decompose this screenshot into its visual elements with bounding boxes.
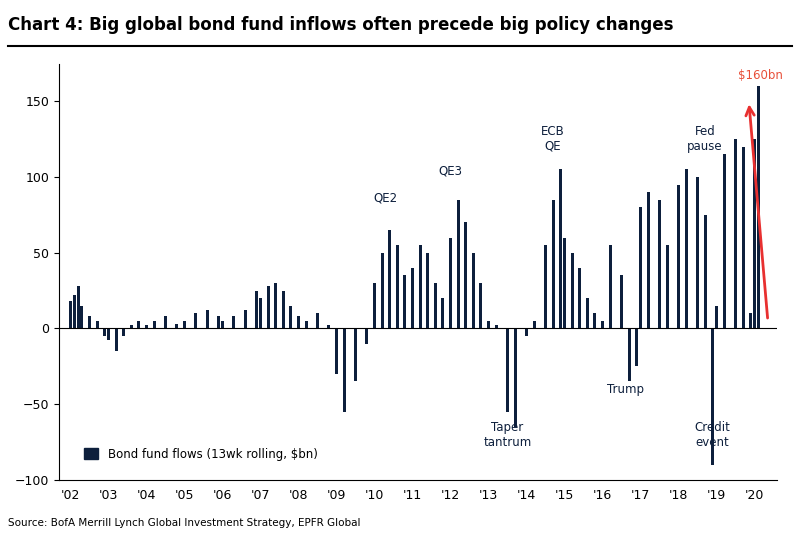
Bar [305,321,308,328]
Bar [750,313,752,328]
Bar [145,326,148,328]
Bar [646,192,650,328]
Text: Trump: Trump [607,383,644,397]
Bar [722,154,726,328]
Text: Chart 4: Big global bond fund inflows often precede big policy changes: Chart 4: Big global bond fund inflows of… [8,16,674,34]
Bar [586,298,589,328]
Bar [335,328,338,374]
Bar [244,310,247,328]
Bar [734,139,737,328]
Bar [696,177,699,328]
Text: QE2: QE2 [374,191,398,204]
Bar [464,223,467,328]
Bar [153,321,156,328]
Bar [711,328,714,465]
Bar [122,328,126,336]
Bar [563,238,566,328]
Bar [164,316,167,328]
Text: $160bn: $160bn [738,68,782,82]
Bar [221,321,224,328]
Bar [366,328,369,343]
Bar [175,324,178,328]
Bar [290,306,293,328]
Bar [525,328,528,336]
Bar [373,283,376,328]
Bar [73,295,76,328]
Bar [635,328,638,366]
Legend: Bond fund flows (13wk rolling, $bn): Bond fund flows (13wk rolling, $bn) [79,443,322,466]
Text: ECB
QE: ECB QE [542,125,565,153]
Bar [666,245,669,328]
Bar [217,316,220,328]
Bar [342,328,346,412]
Bar [255,291,258,328]
Bar [107,328,110,341]
Bar [487,321,490,328]
Text: Fed
pause: Fed pause [687,125,723,153]
Bar [627,328,630,381]
Bar [434,283,437,328]
Bar [620,275,623,328]
Bar [418,245,422,328]
Bar [206,310,209,328]
Bar [266,286,270,328]
Bar [354,328,357,381]
Bar [95,321,98,328]
Bar [77,286,80,328]
Bar [282,291,285,328]
Bar [609,245,612,328]
Bar [715,306,718,328]
Bar [544,245,547,328]
Bar [80,306,83,328]
Text: Source: BofA Merrill Lynch Global Investment Strategy, EPFR Global: Source: BofA Merrill Lynch Global Invest… [8,518,361,528]
Bar [327,326,330,328]
Bar [449,238,452,328]
Text: Credit
event: Credit event [694,421,730,450]
Bar [396,245,399,328]
Bar [753,139,756,328]
Bar [601,321,604,328]
Bar [757,86,760,328]
Bar [742,147,745,328]
Bar [685,169,688,328]
Bar [594,313,597,328]
Bar [570,253,574,328]
Bar [130,326,133,328]
Bar [103,328,106,336]
Bar [551,200,554,328]
Bar [381,253,384,328]
Bar [316,313,319,328]
Bar [114,328,118,351]
Bar [388,230,391,328]
Bar [514,328,517,427]
Bar [472,253,475,328]
Bar [494,326,498,328]
Bar [442,298,445,328]
Bar [411,268,414,328]
Text: QE3: QE3 [438,164,462,177]
Bar [183,321,186,328]
Bar [259,298,262,328]
Bar [274,283,278,328]
Bar [479,283,482,328]
Bar [138,321,141,328]
Bar [578,268,582,328]
Bar [559,169,562,328]
Bar [297,316,300,328]
Bar [426,253,430,328]
Bar [677,184,680,328]
Bar [533,321,536,328]
Bar [639,208,642,328]
Bar [88,316,91,328]
Bar [232,316,235,328]
Bar [194,313,198,328]
Bar [704,215,706,328]
Text: Taper
tantrum: Taper tantrum [483,421,532,450]
Bar [457,200,460,328]
Bar [69,301,72,328]
Bar [506,328,509,412]
Bar [658,200,661,328]
Bar [403,275,406,328]
